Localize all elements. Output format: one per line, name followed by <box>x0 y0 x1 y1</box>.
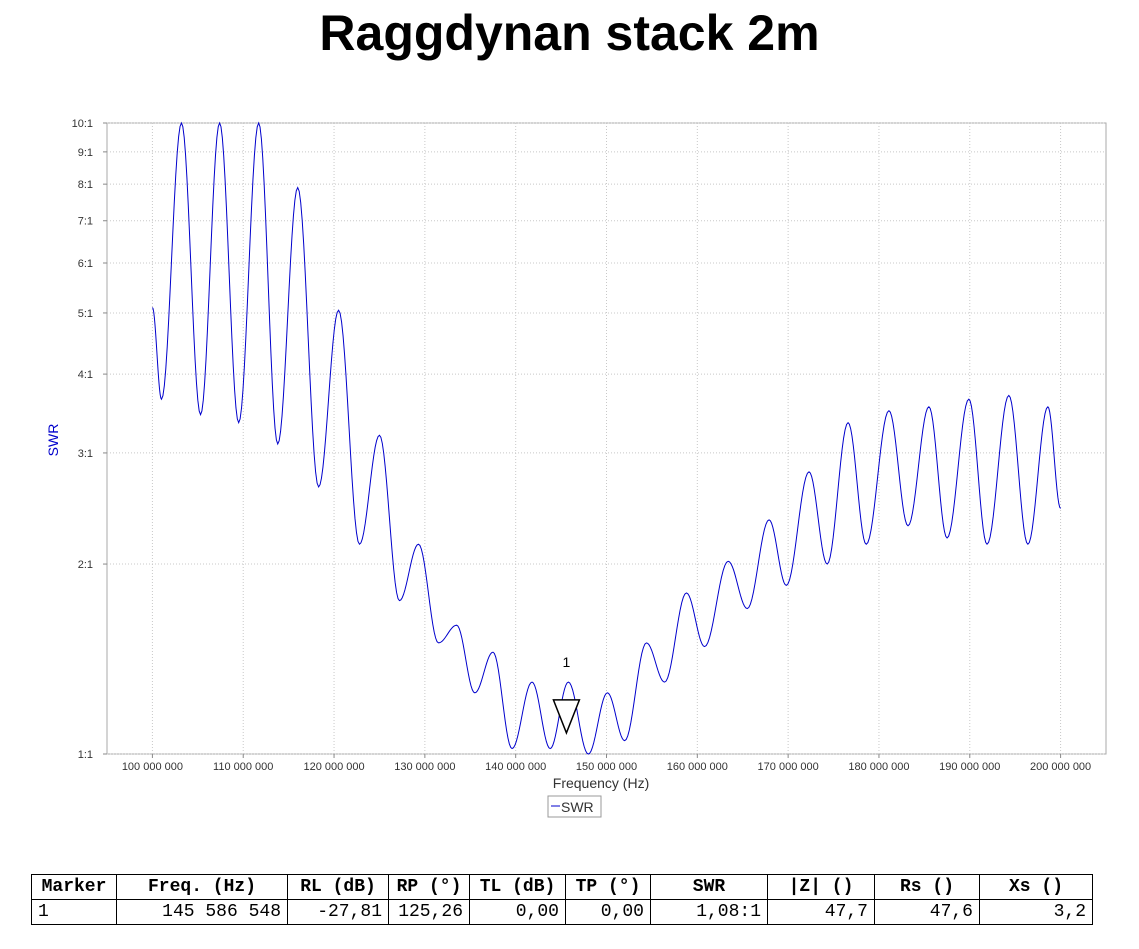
cell-xs: 3,2 <box>979 899 1093 925</box>
x-tick-label: 180 000 000 <box>848 761 909 773</box>
y-tick-label: 3:1 <box>78 448 93 460</box>
cell-z: 47,7 <box>767 899 875 925</box>
legend-label: SWR <box>561 799 594 815</box>
y-tick-label: 6:1 <box>78 258 93 270</box>
cell-freq: 145 586 548 <box>116 899 288 925</box>
y-tick-label: 2:1 <box>78 559 93 571</box>
y-tick-label: 8:1 <box>78 179 93 191</box>
y-tick-label: 10:1 <box>72 118 93 130</box>
marker-layer: 1 <box>552 654 581 735</box>
col-header: Freq. (Hz) <box>116 874 288 900</box>
chart-title: Raggdynan stack 2m <box>319 5 820 61</box>
cell-tl: 0,00 <box>469 899 566 925</box>
cell-rs: 47,6 <box>874 899 980 925</box>
y-tick-label: 5:1 <box>78 308 93 320</box>
col-header: Xs () <box>979 874 1093 900</box>
y-axis-label: SWR <box>45 424 61 457</box>
legend: SWR <box>547 795 602 818</box>
col-header: RP (°) <box>388 874 470 900</box>
col-header: RL (dB) <box>287 874 389 900</box>
cell-rp: 125,26 <box>388 899 470 925</box>
y-tick-label: 9:1 <box>78 147 93 159</box>
x-axis-label: Frequency (Hz) <box>553 775 649 791</box>
marker-table: Marker Freq. (Hz) RL (dB) RP (°) TL (dB)… <box>31 874 1093 925</box>
col-header: |Z| () <box>767 874 875 900</box>
y-tick-label: 7:1 <box>78 216 93 228</box>
x-tick-label: 190 000 000 <box>939 761 1000 773</box>
y-tick-labels: 1:1 2:1 3:1 4:1 5:1 6:1 7:1 8:1 9:1 10:1 <box>72 118 93 761</box>
marker-label: 1 <box>563 654 571 670</box>
x-tick-label: 170 000 000 <box>758 761 819 773</box>
y-tick-label: 4:1 <box>78 369 93 381</box>
x-tick-labels: 100 000 000 110 000 000 120 000 000 130 000… <box>122 761 1091 773</box>
x-tick-label: 130 000 000 <box>394 761 455 773</box>
cell-marker: 1 <box>31 899 117 925</box>
x-tick-label: 120 000 000 <box>303 761 364 773</box>
x-tick-label: 160 000 000 <box>667 761 728 773</box>
col-header: SWR <box>650 874 768 900</box>
x-tick-label: 200 000 000 <box>1030 761 1091 773</box>
table-row: 1 145 586 548 -27,81 125,26 0,00 0,00 1,… <box>31 899 1093 925</box>
cell-rl: -27,81 <box>287 899 389 925</box>
x-tick-label: 100 000 000 <box>122 761 183 773</box>
series-line-swr <box>151 121 1061 755</box>
col-header: Rs () <box>874 874 980 900</box>
x-tick-label: 140 000 000 <box>485 761 546 773</box>
marker-triangle <box>552 699 581 735</box>
col-header: TL (dB) <box>469 874 566 900</box>
table-header-row: Marker Freq. (Hz) RL (dB) RP (°) TL (dB)… <box>31 874 1093 900</box>
grid-lines <box>103 122 1106 758</box>
cell-swr: 1,08:1 <box>650 899 768 925</box>
swr-chart: 1:1 2:1 3:1 4:1 5:1 6:1 7:1 8:1 9:1 10:1 100 000 … <box>45 118 1107 818</box>
legend-box <box>547 795 602 818</box>
x-tick-label: 150 000 000 <box>576 761 637 773</box>
col-header: Marker <box>31 874 117 900</box>
x-tick-label: 110 000 000 <box>213 761 273 773</box>
series-layer <box>151 121 1061 755</box>
col-header: TP (°) <box>565 874 651 900</box>
y-tick-label: 1:1 <box>78 749 93 761</box>
cell-tp: 0,00 <box>565 899 651 925</box>
